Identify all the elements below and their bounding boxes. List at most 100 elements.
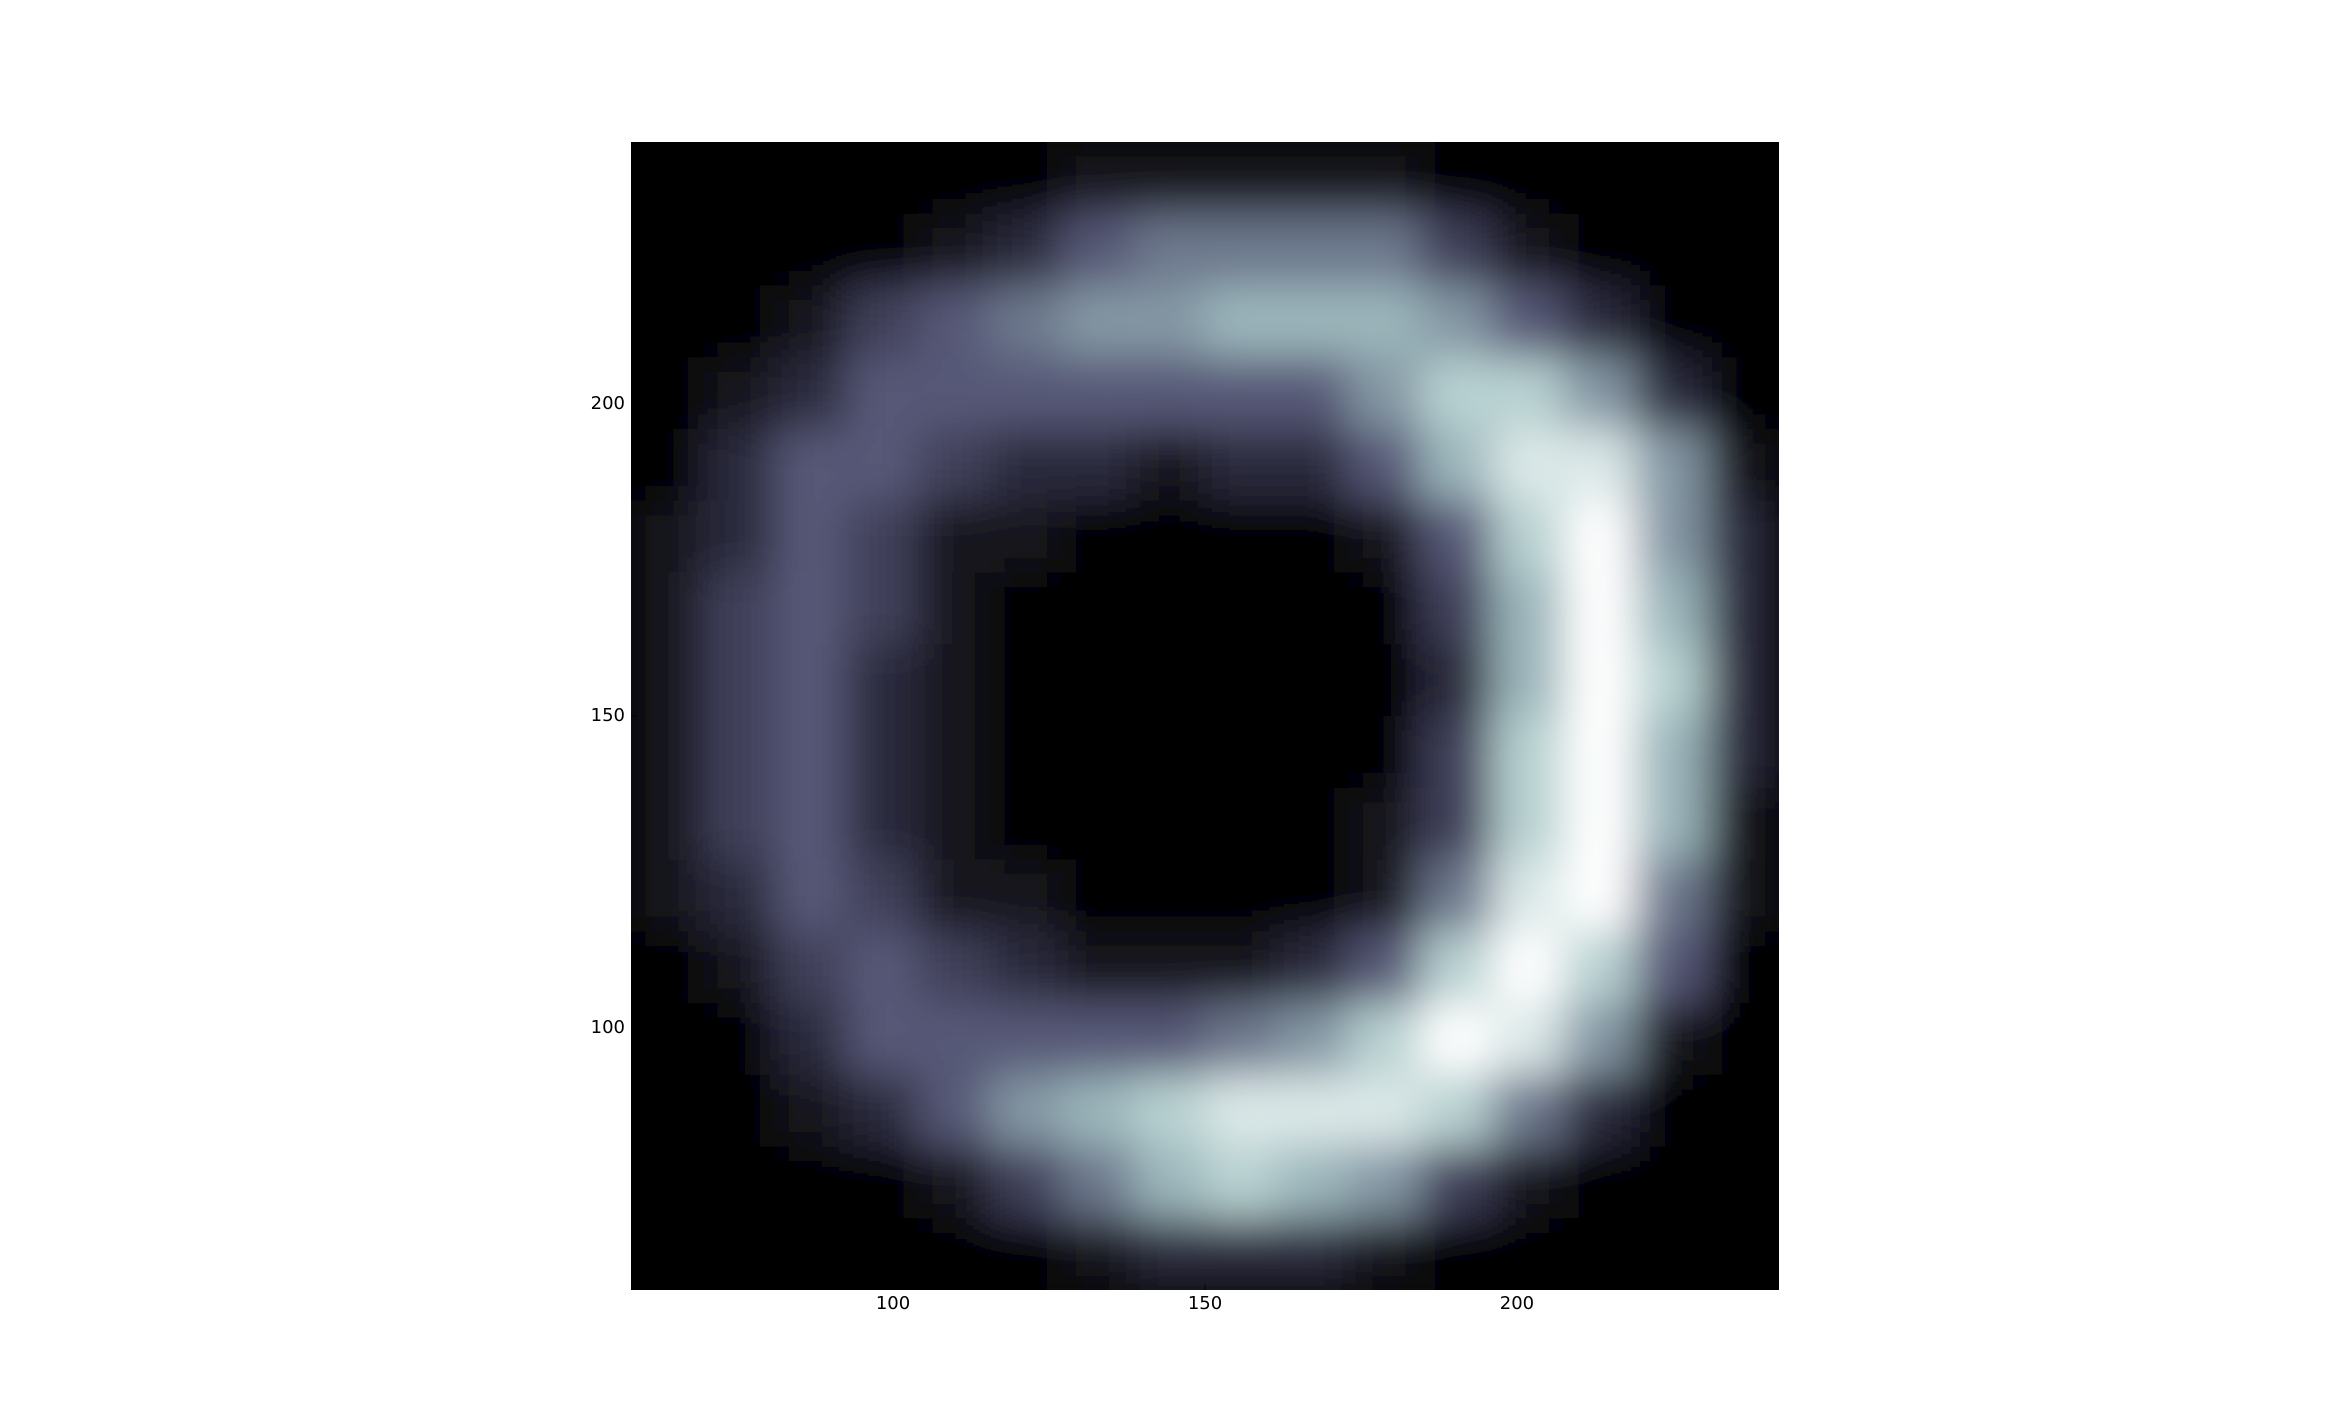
heatmap-cell [918,500,991,573]
heatmap-cell [1205,1218,1278,1290]
heatmap-cell [1348,429,1421,502]
heatmap-cell [1348,285,1421,358]
heatmap-cell [1707,142,1779,215]
heatmap-cell [1420,142,1493,215]
heatmap-cell [918,859,991,932]
heatmap-cell [989,500,1062,573]
heatmap-cell [1205,213,1278,286]
heatmap-cell [1205,500,1278,573]
heatmap-cell [1133,644,1206,717]
heatmap-cell [918,1074,991,1147]
heatmap-cell [774,931,847,1004]
heatmap-cell [1205,285,1278,358]
heatmap-cell [1563,1218,1636,1290]
heatmap-cell [1133,716,1206,789]
heatmap-cell [1061,572,1134,645]
heatmap-cell [1563,787,1636,860]
heatmap-cell [631,285,704,358]
heatmap-cell [1635,859,1708,932]
heatmap-cell [1276,1074,1349,1147]
heatmap-cell [1707,1218,1779,1290]
heatmap-cell [846,213,919,286]
heatmap-cell [846,1074,919,1147]
heatmap-cell [631,500,704,573]
heatmap-cell [1420,1146,1493,1219]
heatmap-cell [631,142,704,215]
heatmap-cell [918,1146,991,1219]
heatmap-cell [1061,716,1134,789]
heatmap-cell [1563,1074,1636,1147]
heatmap-cell [774,787,847,860]
heatmap-cell [1635,500,1708,573]
heatmap-cell [702,787,775,860]
heatmap-cell [1133,429,1206,502]
heatmap-cell [631,644,704,717]
heatmap-cell [989,1074,1062,1147]
heatmap-cell [1420,572,1493,645]
heatmap-cell [702,500,775,573]
heatmap-cell [989,931,1062,1004]
heatmap-cell [1348,1218,1421,1290]
heatmap-cell [631,1146,704,1219]
heatmap-cell [702,429,775,502]
heatmap-cell [846,1003,919,1076]
heatmap-cell [1205,716,1278,789]
heatmap-cell [1205,787,1278,860]
heatmap-cell [989,572,1062,645]
heatmap-cell [989,859,1062,932]
heatmap-cell [1635,1074,1708,1147]
heatmap-cell [1635,429,1708,502]
heatmap-cell [1061,1074,1134,1147]
heatmap-cell [1563,357,1636,430]
heatmap-cell [918,142,991,215]
heatmap-cell [702,1003,775,1076]
heatmap-cell [1707,644,1779,717]
heatmap-cell [989,142,1062,215]
heatmap-cell [1635,572,1708,645]
y-tick-label: 150 [591,705,625,726]
heatmap-cell [1133,787,1206,860]
heatmap-cell [1635,142,1708,215]
heatmap-cell [1348,357,1421,430]
y-tick-label: 200 [591,393,625,414]
heatmap-cell [631,716,704,789]
heatmap-cell [1420,1003,1493,1076]
heatmap-cell [631,1074,704,1147]
heatmap-cell [1348,1074,1421,1147]
heatmap-cell [846,859,919,932]
heatmap-cell [1133,572,1206,645]
heatmap-cell [1635,285,1708,358]
heatmap-cell [846,142,919,215]
heatmap-cell [1061,1218,1134,1290]
heatmap-cell [1707,357,1779,430]
heatmap-cell [774,429,847,502]
heatmap-cell [846,572,919,645]
heatmap-cell [774,285,847,358]
heatmap-cell [1492,1003,1565,1076]
heatmap-cell [1492,142,1565,215]
heatmap-cell [1205,931,1278,1004]
heatmap-cell [989,1146,1062,1219]
heatmap-cell [702,931,775,1004]
heatmap-cell [1133,142,1206,215]
heatmap-cell [1276,500,1349,573]
heatmap-cell [1492,644,1565,717]
heatmap-cell [1348,931,1421,1004]
heatmap-cell [1420,500,1493,573]
x-tick-label: 100 [876,1293,910,1314]
heatmap-cell [1061,859,1134,932]
heatmap-cell [1420,1218,1493,1290]
heatmap-cell [1276,572,1349,645]
heatmap-cell [1133,1003,1206,1076]
heatmap-cell [1492,429,1565,502]
heatmap-cell [774,500,847,573]
heatmap-cell [1348,1146,1421,1219]
heatmap-cell [1276,787,1349,860]
heatmap-cell [1061,931,1134,1004]
heatmap-cell [918,572,991,645]
heatmap-cell [1276,213,1349,286]
heatmap-cell [1276,931,1349,1004]
heatmap-cell [989,285,1062,358]
heatmap-cell [774,1074,847,1147]
heatmap-cell [1707,572,1779,645]
